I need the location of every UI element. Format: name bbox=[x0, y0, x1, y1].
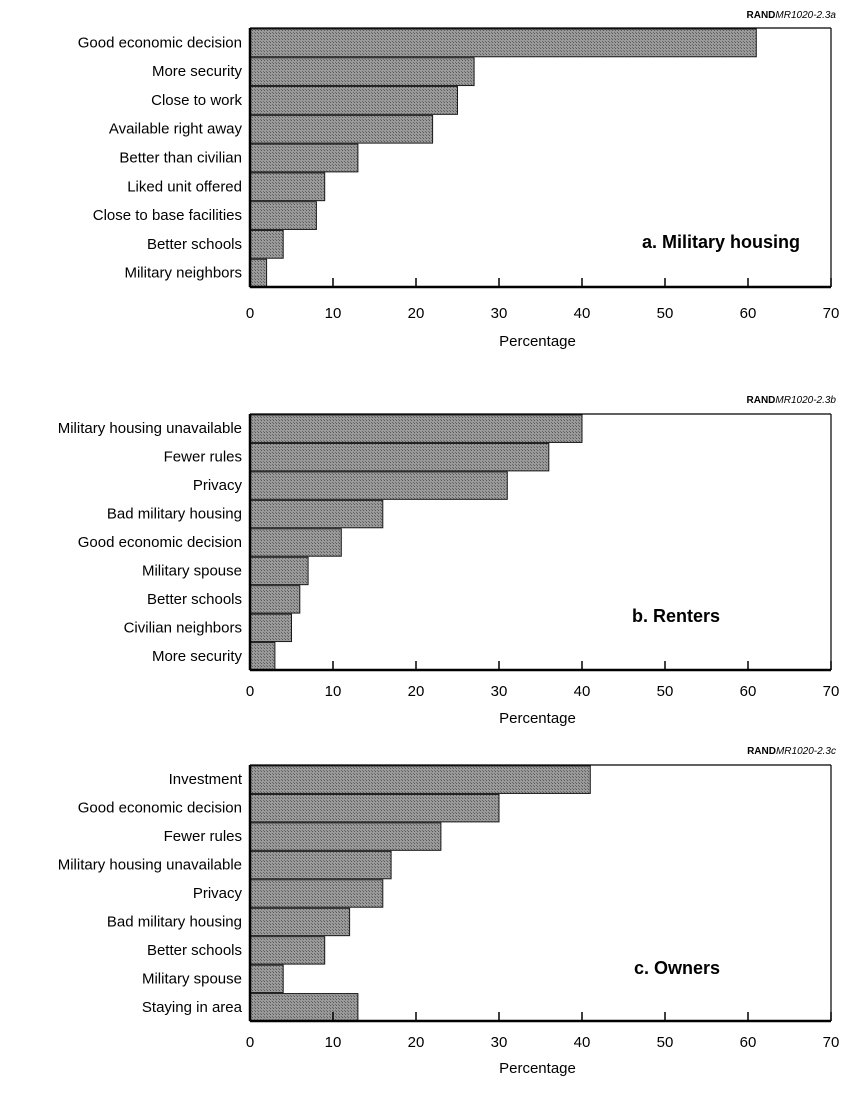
category-label: Good economic decision bbox=[78, 534, 242, 551]
x-tick-label: 0 bbox=[246, 1034, 254, 1051]
x-tick-label: 0 bbox=[246, 683, 254, 700]
x-tick-label: 70 bbox=[823, 305, 840, 322]
bar-8 bbox=[249, 229, 284, 259]
x-tick-label: 60 bbox=[740, 305, 757, 322]
bar-1 bbox=[249, 765, 591, 794]
x-tick-label: 30 bbox=[491, 683, 508, 700]
category-label: Privacy bbox=[193, 477, 243, 494]
panel-title: b. Renters bbox=[632, 606, 720, 626]
category-label: Bad military housing bbox=[107, 913, 242, 930]
bar-8 bbox=[249, 964, 284, 994]
category-label: Good economic decision bbox=[78, 800, 242, 817]
category-label: Investment bbox=[169, 771, 243, 788]
x-tick-label: 50 bbox=[657, 1034, 674, 1051]
x-axis-title: Percentage bbox=[499, 1060, 576, 1077]
bar-4 bbox=[249, 499, 384, 529]
x-tick-label: 40 bbox=[574, 1034, 591, 1051]
category-label: Military neighbors bbox=[124, 265, 242, 282]
x-tick-label: 70 bbox=[823, 683, 840, 700]
x-tick-label: 70 bbox=[823, 1034, 840, 1051]
x-tick-label: 10 bbox=[325, 305, 342, 322]
x-tick-label: 40 bbox=[574, 305, 591, 322]
x-axis-title: Percentage bbox=[499, 333, 576, 350]
bar-3 bbox=[249, 86, 458, 115]
category-label: Good economic decision bbox=[78, 34, 242, 51]
category-label: Close to work bbox=[151, 92, 242, 109]
panel-title: c. Owners bbox=[634, 958, 720, 978]
category-label: Fewer rules bbox=[164, 449, 242, 466]
bar-8 bbox=[249, 613, 292, 643]
bar-7 bbox=[249, 936, 326, 965]
x-tick-label: 0 bbox=[246, 305, 254, 322]
bar-6 bbox=[249, 556, 309, 586]
source-tag: RANDMR1020-2.3c bbox=[747, 746, 836, 757]
category-label: Staying in area bbox=[142, 999, 243, 1016]
source-tag: RANDMR1020-2.3b bbox=[747, 395, 837, 406]
x-tick-label: 50 bbox=[657, 683, 674, 700]
category-label: Fewer rules bbox=[164, 828, 242, 845]
category-label: Military spouse bbox=[142, 970, 242, 987]
bar-4 bbox=[249, 114, 434, 144]
category-label: Bad military housing bbox=[107, 506, 242, 523]
bar-2 bbox=[249, 793, 500, 823]
bar-1 bbox=[249, 28, 757, 58]
bar-9 bbox=[249, 642, 276, 671]
x-tick-label: 30 bbox=[491, 1034, 508, 1051]
bar-3 bbox=[249, 471, 508, 500]
x-tick-label: 50 bbox=[657, 305, 674, 322]
bar-2 bbox=[249, 442, 550, 472]
bar-2 bbox=[249, 57, 475, 87]
chart-panel-b: RANDMR1020-2.3b Military housing unavaila… bbox=[58, 395, 840, 727]
source-code: MR1020-2.3b bbox=[775, 395, 836, 406]
bar-5 bbox=[249, 143, 359, 173]
x-tick-label: 40 bbox=[574, 683, 591, 700]
category-label: More security bbox=[152, 648, 243, 665]
bar-9 bbox=[249, 993, 359, 1022]
category-label: Available right away bbox=[109, 121, 243, 138]
x-tick-label: 30 bbox=[491, 305, 508, 322]
bar-7 bbox=[249, 585, 301, 614]
x-axis-title: Percentage bbox=[499, 710, 576, 727]
category-label: Better schools bbox=[147, 942, 242, 959]
x-tick-label: 20 bbox=[408, 1034, 425, 1051]
category-label: Better than civilian bbox=[119, 150, 242, 167]
x-tick-label: 60 bbox=[740, 683, 757, 700]
bar-6 bbox=[249, 172, 326, 202]
category-label: Better schools bbox=[147, 591, 242, 608]
category-label: Military housing unavailable bbox=[58, 420, 242, 437]
source-prefix: RAND bbox=[747, 10, 776, 21]
category-label: Civilian neighbors bbox=[124, 619, 242, 636]
source-tag: RANDMR1020-2.3a bbox=[747, 10, 837, 21]
chart-panel-a: RANDMR1020-2.3a Good economic decision Mor… bbox=[78, 10, 840, 350]
category-label: Privacy bbox=[193, 885, 243, 902]
chart-panel-c: RANDMR1020-2.3c Investment Good economic d… bbox=[58, 746, 840, 1077]
x-tick-label: 10 bbox=[325, 683, 342, 700]
source-code: MR1020-2.3a bbox=[775, 10, 836, 21]
source-prefix: RAND bbox=[747, 395, 776, 406]
bar-9 bbox=[249, 258, 268, 288]
category-label: Military spouse bbox=[142, 562, 242, 579]
x-tick-label: 10 bbox=[325, 1034, 342, 1051]
bar-6 bbox=[249, 907, 351, 937]
source-prefix: RAND bbox=[747, 746, 776, 757]
category-label: Liked unit offered bbox=[127, 178, 242, 195]
category-label: More security bbox=[152, 63, 243, 80]
bar-5 bbox=[249, 879, 384, 908]
x-tick-label: 20 bbox=[408, 683, 425, 700]
bar-4 bbox=[249, 850, 392, 880]
category-label: Close to base facilities bbox=[93, 207, 242, 224]
bar-5 bbox=[249, 528, 342, 557]
panel-title: a. Military housing bbox=[642, 232, 800, 252]
bar-3 bbox=[249, 822, 442, 851]
bar-7 bbox=[249, 201, 317, 230]
bar-1 bbox=[249, 414, 583, 443]
category-label: Better schools bbox=[147, 236, 242, 253]
x-tick-label: 20 bbox=[408, 305, 425, 322]
x-tick-label: 60 bbox=[740, 1034, 757, 1051]
category-label: Military housing unavailable bbox=[58, 857, 242, 874]
source-code: MR1020-2.3c bbox=[776, 746, 836, 757]
